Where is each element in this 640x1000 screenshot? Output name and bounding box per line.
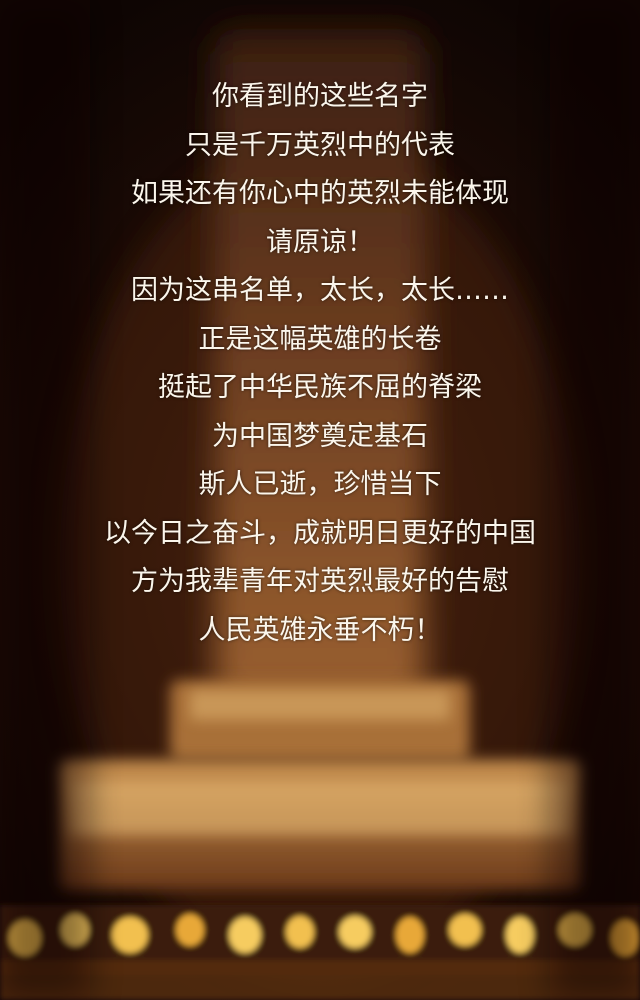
poem-line: 请原谅！ <box>266 226 374 258</box>
poem-line: 你看到的这些名字 <box>212 81 428 112</box>
poem-line: 人民英雄永垂不朽！ <box>198 614 442 646</box>
railing-lights <box>0 905 640 1000</box>
poem-line: 只是千万英烈中的代表 <box>185 129 455 161</box>
poem-line: 挺起了中华民族不屈的脊梁 <box>158 372 482 403</box>
poem-line: 斯人已逝，珍惜当下 <box>198 469 442 500</box>
poem-line: 如果还有你心中的英烈未能体现 <box>131 178 509 209</box>
poem-line: 正是这幅英雄的长卷 <box>198 323 442 355</box>
poem-line: 以今日之奋斗，成就明日更好的中国 <box>104 517 536 549</box>
monument-shaft <box>215 30 425 700</box>
poem-line: 因为这串名单，太长，太长…… <box>131 275 509 306</box>
tribute-poem: 你看到的这些名字 只是千万英烈中的代表 如果还有你心中的英烈未能体现 请原谅！ … <box>0 73 640 655</box>
poem-line: 方为我辈青年对英烈最好的告慰 <box>131 566 509 597</box>
poem-line: 为中国梦奠定基石 <box>212 420 428 452</box>
